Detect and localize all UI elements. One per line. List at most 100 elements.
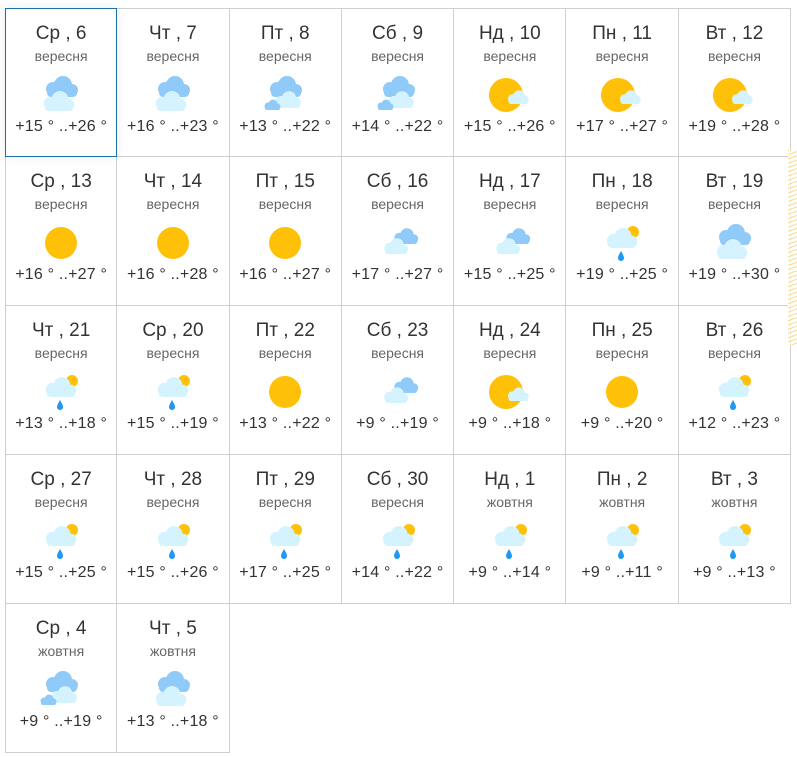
month-label: вересня — [34, 494, 88, 510]
day-cell[interactable]: Чт , 14 вересня +16 ° ..+28 ° — [117, 157, 230, 306]
month-label: жовтня — [38, 643, 85, 659]
month-label: вересня — [483, 48, 537, 64]
temperature-range: +14 ° ..+22 ° — [351, 564, 444, 581]
month-label: вересня — [146, 48, 200, 64]
day-cell[interactable]: Пн , 18 вересня +19 ° ..+25 ° — [566, 157, 679, 306]
day-cell[interactable]: Ср , 13 вересня +16 ° ..+27 ° — [5, 157, 118, 306]
month-label: вересня — [258, 196, 312, 212]
day-label: Чт , 28 — [143, 469, 203, 490]
rain-sun-icon — [157, 375, 190, 410]
day-label: Чт , 21 — [31, 320, 91, 341]
month-label: вересня — [595, 345, 649, 361]
sun-cloud-icon — [601, 78, 641, 112]
day-cell[interactable]: Вт , 12 вересня +19 ° ..+28 ° — [678, 8, 792, 157]
day-label: Пн , 18 — [591, 171, 653, 192]
month-label: вересня — [146, 345, 200, 361]
month-label: вересня — [483, 196, 537, 212]
day-cell[interactable]: Пт , 29 вересня +17 ° ..+25 ° — [229, 455, 342, 604]
day-cell[interactable]: Сб , 23 вересня +9 ° ..+19 ° — [341, 306, 455, 455]
light-cloud-icon — [496, 228, 531, 254]
day-cell[interactable]: Ср , 27 вересня +15 ° ..+25 ° — [5, 455, 118, 604]
month-label: жовтня — [711, 494, 758, 510]
day-cell[interactable]: Пт , 22 вересня +13 ° ..+22 ° — [229, 306, 342, 455]
day-label: Вт , 3 — [710, 469, 758, 490]
month-label: вересня — [371, 345, 425, 361]
day-cell[interactable]: Сб , 9 вересня +14 ° ..+22 ° — [341, 8, 455, 157]
cloudy-icon — [43, 76, 79, 111]
temperature-range: +15 ° ..+25 ° — [15, 564, 108, 581]
month-label: вересня — [258, 48, 312, 64]
day-cell[interactable]: Ср , 4 жовтня +9 ° ..+19 ° — [5, 604, 118, 753]
sun-icon — [269, 227, 302, 259]
month-label: вересня — [707, 48, 761, 64]
day-label: Сб , 30 — [366, 469, 429, 490]
rain-sun-icon — [270, 524, 303, 559]
day-cell[interactable]: Нд , 17 вересня +15 ° ..+25 ° — [454, 157, 567, 306]
temperature-range: +9 ° ..+20 ° — [580, 415, 664, 432]
day-cell[interactable]: Чт , 5 жовтня +13 ° ..+18 ° — [117, 604, 230, 753]
day-label: Нд , 1 — [484, 469, 536, 490]
day-cell[interactable]: Чт , 28 вересня +15 ° ..+26 ° — [117, 455, 230, 604]
day-label: Ср , 4 — [35, 618, 87, 639]
day-cell[interactable]: Пн , 2 жовтня +9 ° ..+11 ° — [566, 455, 679, 604]
day-label: Пт , 8 — [260, 23, 310, 44]
day-cell[interactable]: Чт , 21 вересня +13 ° ..+18 ° — [5, 306, 118, 455]
day-label: Ср , 13 — [30, 171, 92, 192]
temperature-range: +13 ° ..+22 ° — [239, 415, 332, 432]
temperature-range: +19 ° ..+25 ° — [576, 266, 669, 283]
temperature-range: +16 ° ..+27 ° — [15, 266, 108, 283]
temperature-range: +19 ° ..+30 ° — [688, 266, 781, 283]
day-cell[interactable]: Вт , 26 вересня +12 ° ..+23 ° — [678, 306, 792, 455]
day-label: Нд , 17 — [478, 171, 541, 192]
day-label: Пн , 25 — [591, 320, 653, 341]
temperature-range: +17 ° ..+27 ° — [351, 266, 444, 283]
day-cell[interactable]: Чт , 7 вересня +16 ° ..+23 ° — [117, 8, 230, 157]
day-cell[interactable]: Пт , 8 вересня +13 ° ..+22 ° — [229, 8, 342, 157]
month-label: вересня — [258, 494, 312, 510]
month-label: вересня — [146, 196, 200, 212]
rain-sun-icon — [606, 524, 640, 559]
day-label: Сб , 9 — [372, 23, 424, 44]
month-label: вересня — [595, 48, 649, 64]
day-cell[interactable]: Сб , 30 вересня +14 ° ..+22 ° — [341, 455, 455, 604]
day-cell[interactable]: Ср , 20 вересня +15 ° ..+19 ° — [117, 306, 230, 455]
day-label: Нд , 24 — [478, 320, 541, 341]
temperature-range: +15 ° ..+26 ° — [126, 564, 219, 581]
rain-sun-icon — [719, 375, 752, 410]
month-label: вересня — [707, 345, 761, 361]
temperature-range: +14 ° ..+22 ° — [351, 118, 444, 135]
rain-sun-icon — [382, 524, 415, 559]
temperature-range: +9 ° ..+11 ° — [581, 564, 663, 581]
temperature-range: +15 ° ..+25 ° — [463, 266, 556, 283]
overcast-icon — [377, 76, 415, 110]
day-cell[interactable]: Пн , 25 вересня +9 ° ..+20 ° — [566, 306, 679, 455]
day-cell[interactable]: Нд , 24 вересня +9 ° ..+18 ° — [454, 306, 567, 455]
month-label: вересня — [483, 345, 537, 361]
day-cell[interactable]: Нд , 10 вересня +15 ° ..+26 ° — [454, 8, 567, 157]
day-cell[interactable]: Пн , 11 вересня +17 ° ..+27 ° — [566, 8, 679, 157]
day-cell[interactable]: Ср , 6 вересня +15 ° ..+26 ° — [5, 8, 118, 157]
sun-cloud-icon — [713, 78, 754, 112]
day-cell[interactable]: Вт , 3 жовтня +9 ° ..+13 ° — [678, 455, 792, 604]
day-cell[interactable]: Нд , 1 жовтня +9 ° ..+14 ° — [454, 455, 567, 604]
temperature-range: +9 ° ..+18 ° — [468, 415, 552, 432]
temperature-range: +13 ° ..+22 ° — [239, 118, 332, 135]
cloudy-icon — [155, 671, 190, 706]
month-label: жовтня — [486, 494, 533, 510]
rain-sun-icon — [157, 524, 190, 559]
day-cell[interactable]: Пт , 15 вересня +16 ° ..+27 ° — [229, 157, 342, 306]
day-cell[interactable]: Сб , 16 вересня +17 ° ..+27 ° — [341, 157, 455, 306]
rain-sun-icon — [494, 524, 527, 559]
day-cell[interactable]: Вт , 19 вересня +19 ° ..+30 ° — [678, 157, 792, 306]
forecast-grid: Ср , 6 вересня +15 ° ..+26 ° Чт , 7 верес… — [5, 8, 792, 753]
day-label: Пт , 22 — [255, 320, 315, 341]
sun-icon — [606, 376, 639, 408]
temperature-range: +15 ° ..+26 ° — [463, 118, 556, 135]
temperature-range: +9 ° ..+19 ° — [356, 415, 439, 432]
sun-icon — [156, 227, 189, 259]
month-label: вересня — [371, 196, 425, 212]
month-label: вересня — [595, 196, 649, 212]
day-label: Нд , 10 — [478, 23, 541, 44]
month-label: вересня — [371, 494, 425, 510]
day-label: Сб , 23 — [366, 320, 429, 341]
